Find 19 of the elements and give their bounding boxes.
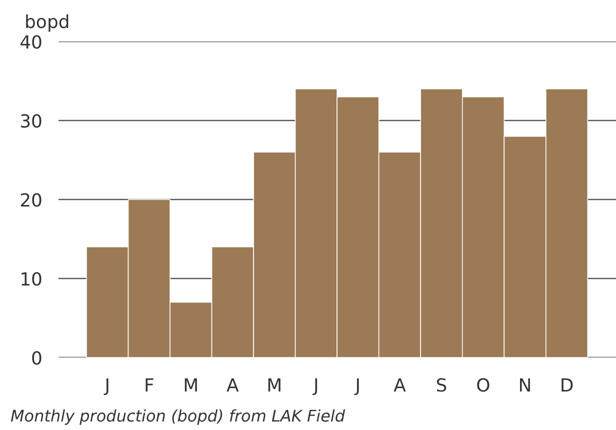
x-tick-label: D [560, 376, 574, 396]
x-tick-label: J [354, 376, 361, 396]
x-tick-label: N [518, 376, 532, 396]
x-tick-label: A [226, 376, 240, 396]
x-tick-label: S [436, 376, 448, 396]
y-tick-label: 10 [20, 270, 42, 290]
x-tick-label: J [104, 376, 110, 396]
x-tick-label: M [183, 376, 199, 396]
y-tick-label: 20 [20, 190, 42, 212]
x-tick-label: J [312, 376, 319, 396]
x-tick-label: O [476, 376, 490, 396]
y-tick-label: 40 [20, 32, 42, 54]
y-axis-title: bopd [24, 12, 70, 33]
x-tick-label: A [394, 376, 407, 396]
x-tick-label: M [266, 376, 282, 396]
y-tick-label: 0 [31, 348, 42, 370]
y-tick-label: 30 [20, 112, 42, 132]
text: Monthly production (bopd) from LAK Field [10, 406, 346, 426]
x-tick-label: F [144, 376, 154, 396]
